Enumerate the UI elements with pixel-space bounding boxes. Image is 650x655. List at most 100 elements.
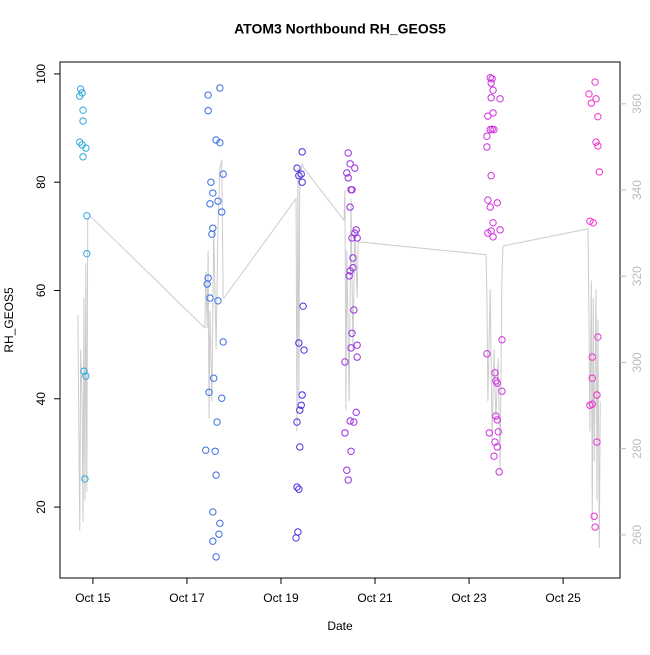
point <box>297 401 305 409</box>
point <box>300 346 308 354</box>
point <box>483 132 491 140</box>
point <box>486 74 494 82</box>
point <box>216 519 224 528</box>
point <box>484 229 492 237</box>
point <box>353 341 361 349</box>
point <box>486 203 494 211</box>
point <box>204 91 212 99</box>
point <box>594 112 602 121</box>
point <box>218 208 226 216</box>
point <box>493 416 501 424</box>
point <box>204 107 212 115</box>
point <box>292 534 300 542</box>
point <box>488 75 496 83</box>
point <box>348 234 356 242</box>
point <box>208 230 216 238</box>
point <box>490 452 498 460</box>
point <box>593 391 601 399</box>
point <box>350 418 358 426</box>
point <box>296 443 304 451</box>
point <box>498 336 506 344</box>
point <box>214 297 222 305</box>
x-tick-label: Oct 21 <box>357 591 393 605</box>
chart-title: ATOM3 Northbound RH_GEOS5 <box>234 21 446 37</box>
point <box>495 468 503 476</box>
y2-tick-label: 360 <box>630 93 644 113</box>
line <box>77 159 601 548</box>
point <box>353 353 361 361</box>
point <box>82 144 90 152</box>
point <box>346 160 354 168</box>
point <box>587 99 596 107</box>
point <box>206 200 214 208</box>
point <box>296 406 304 414</box>
point <box>593 438 601 446</box>
point <box>341 429 349 437</box>
point <box>341 358 349 366</box>
y2-tick-label: 320 <box>630 266 644 286</box>
plot-frame <box>59 61 621 579</box>
point <box>348 329 356 337</box>
point <box>350 306 358 314</box>
point <box>595 168 604 176</box>
point <box>498 387 506 395</box>
point <box>82 372 90 380</box>
point <box>591 78 599 86</box>
point <box>588 374 596 382</box>
point <box>493 199 501 207</box>
x-tick-label: Oct 23 <box>451 591 487 605</box>
point <box>293 483 301 491</box>
point <box>349 254 357 262</box>
point <box>347 344 355 352</box>
point <box>487 94 495 102</box>
point <box>485 429 493 437</box>
point <box>346 203 354 211</box>
point <box>586 401 594 409</box>
point <box>590 512 598 520</box>
y2-tick-label: 300 <box>630 352 644 372</box>
point <box>496 95 504 103</box>
point <box>216 84 224 92</box>
point <box>352 226 360 234</box>
point <box>353 234 361 242</box>
point <box>205 388 213 396</box>
point <box>594 333 602 341</box>
point <box>214 197 222 205</box>
point <box>298 391 306 399</box>
point <box>591 523 599 531</box>
x-tick-label: Oct 17 <box>169 591 205 605</box>
point <box>493 379 501 387</box>
point <box>351 164 359 172</box>
point <box>213 418 221 426</box>
point <box>344 476 352 484</box>
point <box>492 412 500 420</box>
x-tick-label: Oct 25 <box>545 591 581 605</box>
point <box>493 443 501 451</box>
point <box>496 226 504 234</box>
point <box>346 267 354 275</box>
point <box>594 142 602 150</box>
y2-tick-label: 280 <box>630 438 644 458</box>
point <box>487 172 495 180</box>
point <box>345 272 353 280</box>
point <box>83 212 91 220</box>
point <box>344 149 352 157</box>
point <box>494 428 502 436</box>
x-tick-label: Oct 15 <box>75 591 111 605</box>
y-tick-label: 40 <box>34 392 48 406</box>
y-axis-label: RH_GEOS5 <box>2 287 16 353</box>
point <box>492 377 500 385</box>
point <box>487 79 495 87</box>
point <box>218 394 226 402</box>
point <box>343 466 351 474</box>
point <box>347 447 355 456</box>
point <box>295 339 303 347</box>
point <box>293 418 301 426</box>
point <box>79 117 87 125</box>
point <box>589 219 597 227</box>
point <box>295 485 303 493</box>
point <box>295 172 303 180</box>
point <box>491 369 499 377</box>
y2-tick-label: 260 <box>630 525 644 545</box>
